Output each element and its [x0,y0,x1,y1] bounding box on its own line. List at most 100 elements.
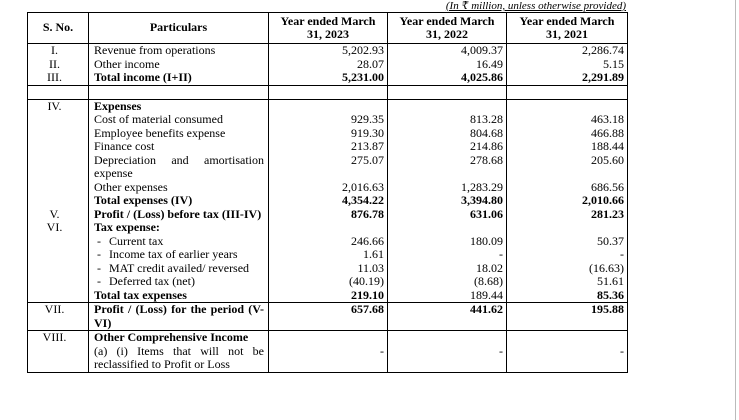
amount: 50.37 [597,233,624,248]
amount: 5,231.00 [342,70,384,84]
particulars-cell: Employee benefits expense [88,125,269,140]
particulars-cell: - MAT credit availed/ reversed [88,260,269,275]
value-cell: 5,231.00 [268,70,388,85]
amount: 18.02 [476,260,503,275]
amount: 5.15 [603,56,624,71]
amount: 205.60 [591,152,624,167]
amount: 1.61 [363,247,384,261]
value-cell: - [506,247,628,262]
value-cell: 281.23 [506,207,628,221]
particulars-cell: Expenses [88,98,269,113]
amount: 804.68 [470,125,503,140]
value-cell: 246.66 [268,233,388,248]
amount: 85.36 [597,287,624,302]
value-cell: 275.07 [268,153,388,181]
particulars-text: Income tax of earlier years [109,247,238,261]
table-row: Total tax expenses 219.10 189.44 85.36 [27,287,628,303]
table-row: - MAT credit availed/ reversed 11.03 18.02 (… [27,260,628,275]
serial-cell: VII. [27,302,89,331]
serial-cell [27,234,89,248]
amount: 195.88 [591,302,624,316]
amount: 813.28 [470,112,503,126]
amount: 441.62 [470,302,503,316]
empty-cell [506,85,628,99]
particulars-text: Expenses [94,98,142,113]
value-cell: 213.87 [268,139,388,154]
serial-cell: III. [27,70,89,85]
value-cell: 18.02 [387,260,507,275]
particulars-text: Cost of material consumed [94,112,223,126]
value-cell [506,99,628,113]
row-group: VII. Profit / (Loss) for the period (V-VI… [27,302,628,331]
value-cell [387,221,507,235]
amount: 189.44 [470,287,503,302]
table-row: Cost of material consumed 929.35 813.28 463… [27,112,628,127]
table-row: V. Profit / (Loss) before tax (III-IV) 876… [27,207,628,221]
serial-cell [27,140,89,154]
particulars-text: Total tax expenses [94,287,187,302]
amount: (16.63) [589,260,624,275]
header-cell: S. No. [27,12,89,44]
serial-number: VII. [44,302,65,316]
amount: 28.07 [357,56,384,71]
particulars-cell: - Deferred tax (net) [88,274,269,289]
particulars-text: MAT credit availed/ reversed [109,260,250,275]
value-cell: 804.68 [387,125,507,140]
value-cell: 189.44 [387,287,507,303]
particulars-cell: Finance cost [88,139,269,154]
value-cell: 51.61 [506,274,628,289]
value-cell: 219.10 [268,288,388,303]
serial-cell: V. [27,207,89,221]
value-cell: 5.15 [506,56,628,71]
serial-number: I. [51,43,58,57]
value-cell [506,221,628,235]
value-cell: 657.68 [268,302,388,331]
particulars-cell: Revenue from operations [88,43,269,58]
empty-cell [387,85,507,99]
value-cell [387,99,507,113]
amount: 180.09 [470,233,503,248]
amount: 246.66 [351,233,384,248]
amount: 2,291.89 [582,70,624,84]
amount: 5,202.93 [342,43,384,57]
value-cell: 2,286.74 [506,43,628,58]
value-cell: 813.28 [387,112,507,127]
amount: 2,016.63 [342,179,384,194]
value-cell: 441.62 [387,302,507,331]
amount: 463.18 [591,112,624,126]
particulars-text: Employee benefits expense [94,125,226,140]
table-row: II. Other income 28.07 16.49 5.15 [27,56,628,71]
amount: 2,286.74 [582,43,624,57]
amount: 213.87 [351,139,384,153]
value-cell: 50.37 [506,233,628,248]
amount: 2,010.66 [582,193,624,207]
particulars-text: Profit / (Loss) for the period (V-VI) [94,302,264,330]
value-cell [268,99,388,113]
value-cell: - [387,247,507,262]
serial-number: III. [47,70,62,84]
bullet-marker: - [97,260,101,275]
value-cell: 4,354.22 [268,193,388,208]
amount: 919.30 [351,125,384,140]
bullet-marker: - [97,233,101,248]
table-row: - Income tax of earlier years 1.61- - [27,247,628,262]
row-group: I. Revenue from operations 5,202.93 4,009.3… [27,43,628,85]
header-cell: Year ended March 31, 2021 [506,12,628,44]
serial-cell [27,288,89,303]
value-cell [268,330,388,345]
particulars-text: Tax expense: [94,220,160,234]
value-cell: 466.88 [506,126,628,140]
value-cell: 4,009.37 [387,43,507,58]
serial-cell [27,194,89,208]
amount: 214.86 [470,139,503,153]
value-cell: 929.35 [268,112,388,127]
serial-cell [27,153,89,181]
amount: - [380,343,384,358]
value-cell: 2,010.66 [506,193,628,208]
particulars-text: Total income (I+II) [94,70,192,84]
serial-cell: VIII. [27,330,89,345]
serial-cell: IV. [27,99,89,113]
value-cell [387,330,507,345]
unit-note: (In ₹ million, unless otherwise provided… [445,0,626,12]
amount: 4,025.86 [461,70,503,84]
